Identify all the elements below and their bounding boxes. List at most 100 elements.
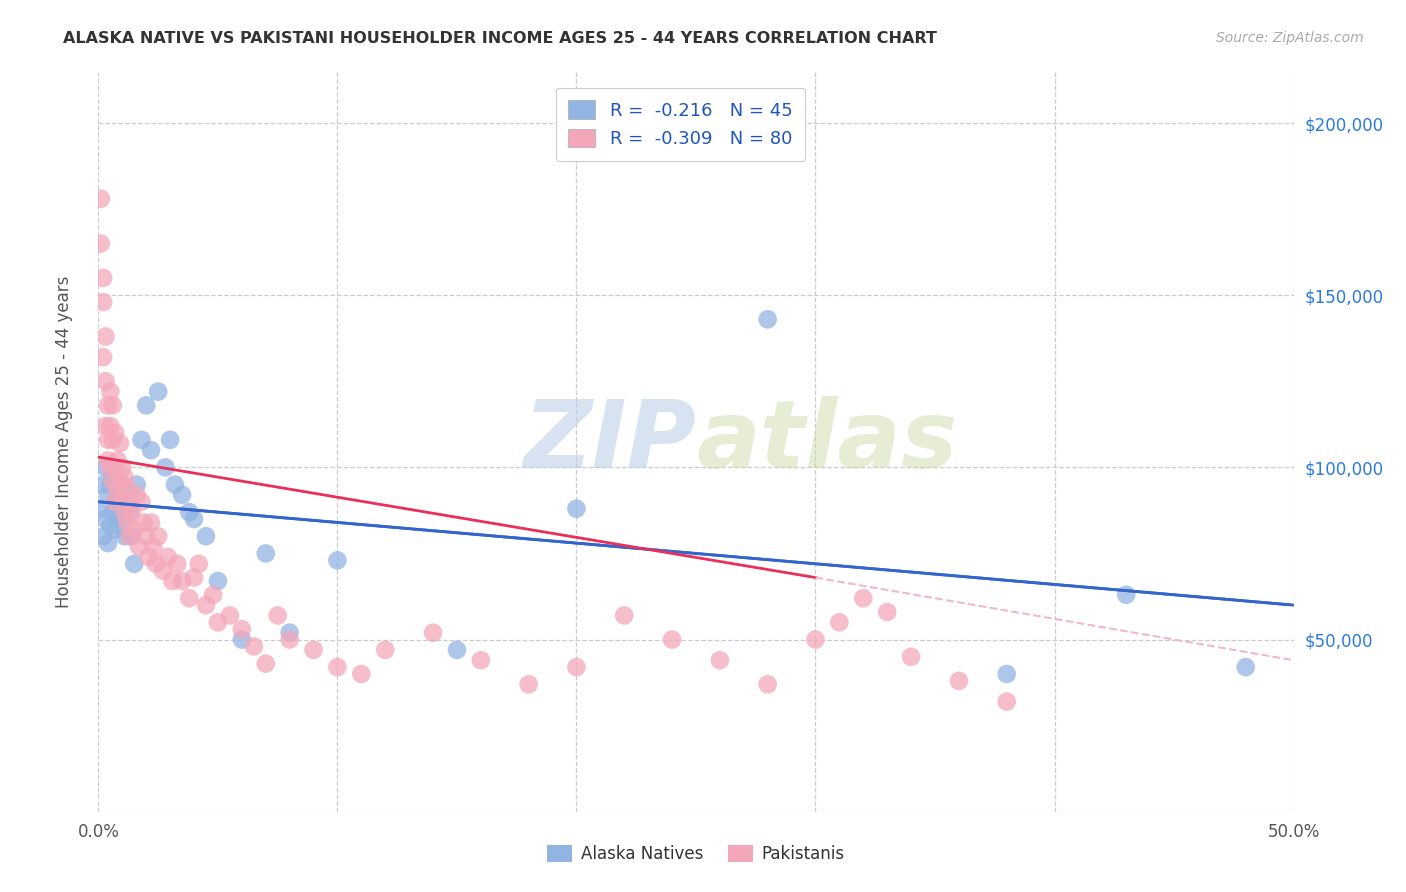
Point [207,615,229,630]
Point [125,477,148,491]
Point [183,570,205,584]
Text: Source: ZipAtlas.com: Source: ZipAtlas.com [1216,31,1364,45]
Point [118,505,141,519]
Point [231,632,253,647]
Point [111,477,134,491]
Point [108,491,131,506]
Point [90,501,112,516]
Point [709,653,731,667]
Point [91,529,114,543]
Point [278,625,301,640]
Point [97,536,120,550]
Point [94,460,117,475]
Point [219,608,242,623]
Point [179,591,201,606]
Point [326,660,349,674]
Point [828,615,851,630]
Point [128,540,150,554]
Point [114,529,136,543]
Point [446,643,468,657]
Point [91,477,114,491]
Point [145,557,167,571]
Point [166,557,188,571]
Point [121,529,143,543]
Point [139,443,162,458]
Point [111,460,134,475]
Point [107,453,129,467]
Point [98,419,122,434]
Point [104,495,127,509]
Point [98,519,122,533]
Point [852,591,875,606]
Text: atlas: atlas [696,395,957,488]
Point [125,488,148,502]
Point [187,557,209,571]
Point [1115,588,1137,602]
Point [613,608,636,623]
Point [111,491,134,506]
Point [91,350,114,364]
Point [98,384,122,399]
Point [900,649,922,664]
Text: ALASKA NATIVE VS PAKISTANI HOUSEHOLDER INCOME AGES 25 - 44 YEARS CORRELATION CHA: ALASKA NATIVE VS PAKISTANI HOUSEHOLDER I… [63,31,938,46]
Point [94,374,117,388]
Y-axis label: Householder Income Ages 25 - 44 years: Householder Income Ages 25 - 44 years [55,276,73,607]
Point [148,529,170,543]
Point [152,564,174,578]
Point [172,488,194,502]
Point [172,574,194,588]
Point [131,495,153,509]
Point [114,505,136,519]
Point [207,574,229,588]
Point [104,522,127,536]
Point [278,632,301,647]
Point [101,433,124,447]
Point [131,433,153,447]
Point [231,622,253,636]
Point [756,677,779,691]
Point [115,516,138,530]
Point [183,512,205,526]
Point [118,495,141,509]
Point [138,549,160,564]
Point [97,453,120,467]
Point [155,460,177,475]
Point [254,657,277,671]
Point [179,505,201,519]
Point [94,329,117,343]
Point [195,529,218,543]
Point [195,598,218,612]
Point [111,512,134,526]
Point [115,495,138,509]
Point [804,632,827,647]
Point [118,529,141,543]
Point [107,508,129,523]
Point [565,501,588,516]
Point [162,574,184,588]
Legend: R =  -0.216   N = 45, R =  -0.309   N = 80: R = -0.216 N = 45, R = -0.309 N = 80 [555,87,806,161]
Point [517,677,540,691]
Point [101,398,124,412]
Point [107,484,129,499]
Point [98,460,122,475]
Point [132,516,155,530]
Point [90,192,112,206]
Text: ZIP: ZIP [523,395,696,488]
Point [114,471,136,485]
Point [135,398,157,412]
Point [422,625,444,640]
Point [91,295,114,310]
Point [995,694,1018,708]
Point [243,640,266,654]
Point [124,522,146,536]
Point [163,477,186,491]
Point [94,512,117,526]
Point [350,667,373,681]
Point [326,553,349,567]
Point [104,460,127,475]
Point [148,384,170,399]
Point [565,660,588,674]
Point [948,673,970,688]
Point [97,433,120,447]
Point [104,495,127,509]
